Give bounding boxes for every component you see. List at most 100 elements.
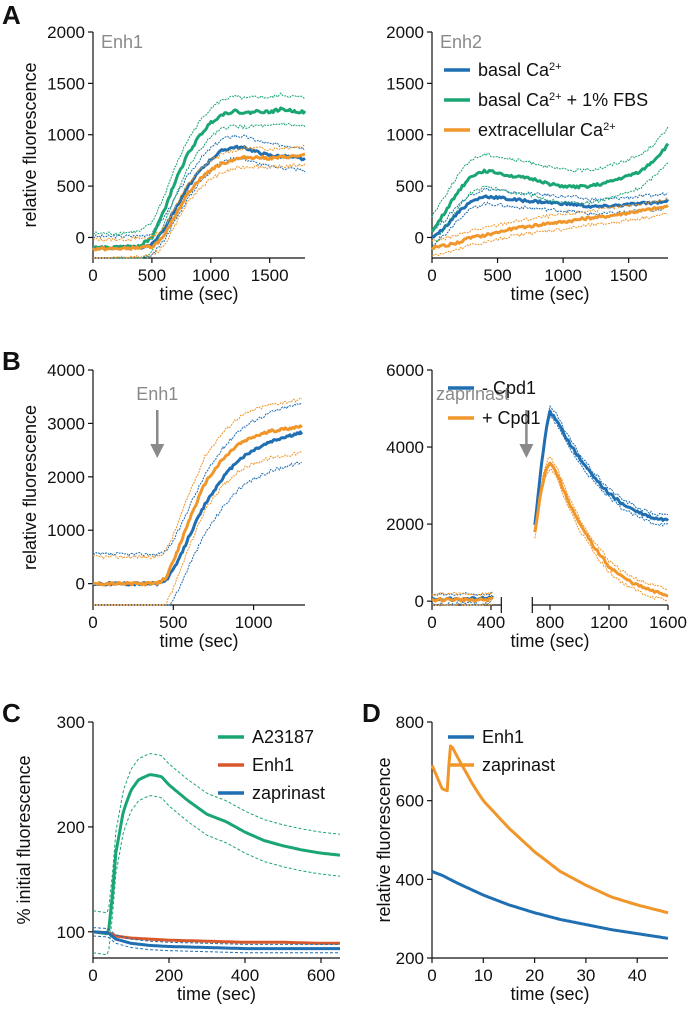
series-upper-bound: [431, 197, 669, 242]
panel-annotation: Enh1: [101, 32, 143, 52]
x-tick-label: 200: [155, 966, 183, 985]
series-line-basal-ca2-: [431, 194, 670, 239]
y-tick-label: 400: [396, 870, 424, 889]
series-upper-bound: [92, 134, 306, 240]
y-tick-label: 100: [57, 923, 85, 942]
series-line-orange: [92, 424, 303, 587]
y-tick-label: 200: [396, 949, 424, 968]
panel-letter-c: C: [2, 698, 21, 728]
x-tick-label: 1000: [544, 266, 582, 285]
series-line-a23187: [92, 773, 341, 936]
y-tick-label: 600: [396, 792, 424, 811]
x-tick-label: 10: [474, 966, 493, 985]
y-tick-label: 300: [57, 713, 85, 732]
x-tick-label: 1200: [590, 613, 628, 632]
series-line-zaprinast: [92, 930, 340, 951]
series-lower-bound: [431, 416, 669, 606]
y-tick-label: 0: [76, 575, 85, 594]
panel-letter-a: A: [2, 0, 21, 30]
x-tick-label: 30: [576, 966, 595, 985]
series-upper-bound: [92, 144, 306, 242]
chart-c: 0 200 400 600 100 200 300 time (sec) % initial f…: [14, 713, 341, 1004]
stimulus-arrow-head: [150, 444, 165, 458]
series-lower-bound: [431, 201, 669, 247]
y-tick-label: 800: [396, 713, 424, 732]
legend-label: Enh1: [482, 727, 524, 747]
series-line-enh1: [431, 870, 669, 940]
panel-annotation: Enh2: [440, 32, 482, 52]
series-upper-bound: [431, 126, 669, 218]
series-upper-bound: [92, 403, 303, 557]
x-axis-label: time (sec): [510, 631, 589, 651]
legend-label-extracellular: extracellular Ca2+: [478, 120, 616, 140]
x-tick-label: 20: [525, 966, 544, 985]
x-tick-label: 500: [138, 266, 166, 285]
legend-label: zaprinast: [482, 755, 555, 775]
chart-d: 0 10 20 30 40 200 400 600 800 time (sec) relative …: [374, 713, 669, 1004]
x-tick-label: 1500: [610, 266, 648, 285]
x-axis-label: time (sec): [159, 284, 238, 304]
series-upper-bound: [431, 404, 668, 596]
y-tick-label: 1000: [47, 521, 85, 540]
x-tick-label: 400: [477, 613, 505, 632]
chart-a1: 0 500 1000 1500 0 500 1000 1500 2000 time (sec) re…: [20, 23, 307, 304]
x-tick-label: 0: [88, 966, 97, 985]
y-tick-label: 200: [57, 818, 85, 837]
series-upper-bound: [92, 927, 340, 945]
y-tick-label: 4000: [386, 438, 424, 457]
y-tick-label: 2000: [47, 23, 85, 42]
y-tick-label: 3000: [47, 414, 85, 433]
legend-label-basal: basal Ca2+: [478, 60, 562, 80]
series-lower-bound: [92, 795, 341, 956]
x-axis-label: time (sec): [177, 984, 256, 1004]
series-line-extracellular-ca2-: [91, 152, 306, 252]
legend-label: - Cpd1: [482, 378, 536, 398]
y-tick-label: 0: [415, 228, 424, 247]
series-upper-bound: [431, 456, 668, 597]
series-lower-bound: [92, 935, 340, 954]
y-tick-label: 4000: [47, 361, 85, 380]
y-tick-label: 6000: [386, 361, 424, 380]
y-tick-label: 0: [415, 592, 424, 611]
x-tick-label: 40: [628, 966, 647, 985]
y-tick-label: 500: [57, 177, 85, 196]
x-tick-label: 600: [307, 966, 335, 985]
y-tick-label: 2000: [386, 515, 424, 534]
series-line--cpd1: [432, 409, 669, 603]
y-axis-label: relative fluorescence: [374, 757, 394, 922]
x-tick-label: 1500: [251, 266, 289, 285]
legend-label: Enh1: [252, 755, 294, 775]
series-line-zaprinast: [430, 744, 669, 915]
y-tick-label: 1500: [47, 74, 85, 93]
x-tick-label: 0: [427, 613, 436, 632]
legend-label-basal-fbs: basal Ca2+ + 1% FBS: [478, 90, 648, 110]
x-axis-label: time (sec): [510, 984, 589, 1004]
x-tick-label: 0: [427, 966, 436, 985]
x-tick-label: 400: [231, 966, 259, 985]
x-tick-label: 0: [427, 266, 436, 285]
y-axis-label: relative fluorescence: [20, 405, 40, 570]
y-tick-label: 500: [396, 177, 424, 196]
x-tick-label: 800: [536, 613, 564, 632]
series-line-blue: [91, 430, 304, 587]
x-axis-label: time (sec): [159, 631, 238, 651]
x-tick-label: 1000: [235, 613, 273, 632]
y-tick-label: 1500: [386, 74, 424, 93]
legend-a2: basal Ca2+ basal Ca2+ + 1% FBS extracell…: [444, 60, 648, 140]
x-tick-label: 500: [483, 266, 511, 285]
series-lower-bound: [431, 162, 669, 251]
panel-annotation: Enh1: [136, 384, 178, 404]
series-upper-bound: [92, 397, 303, 560]
x-tick-label: 0: [88, 613, 97, 632]
series-upper-bound: [431, 187, 669, 233]
series-line-extracellular-ca2-: [431, 204, 669, 251]
legend-label: zaprinast: [252, 783, 325, 803]
series-lower-bound: [93, 162, 306, 259]
series-lower-bound: [431, 212, 669, 257]
y-tick-label: 1000: [47, 126, 85, 145]
y-axis-label: % initial fluorescence: [14, 755, 34, 924]
legend-label: A23187: [252, 727, 314, 747]
y-tick-label: 2000: [47, 468, 85, 487]
series-lower-bound: [431, 468, 669, 606]
